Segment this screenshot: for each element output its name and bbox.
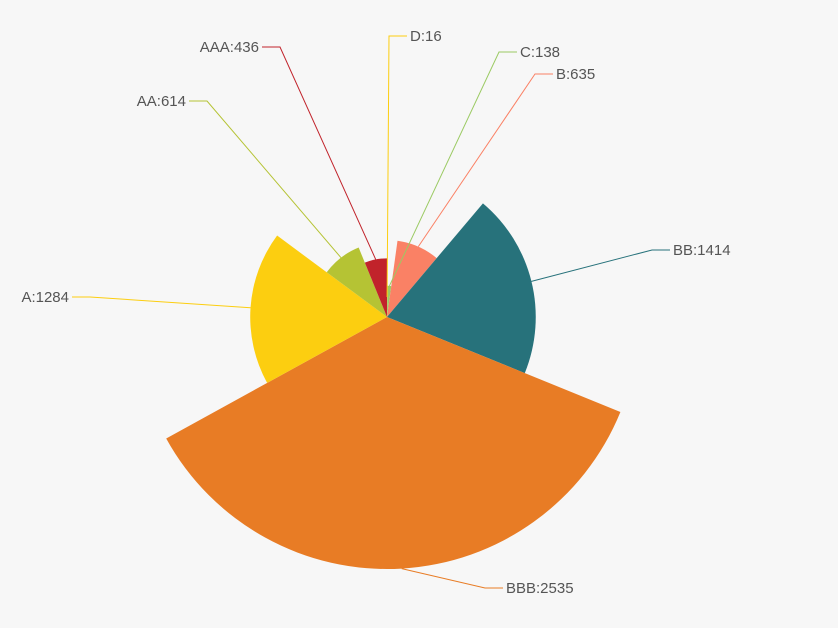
leader-line-bb (531, 249, 670, 282)
slice-bb[interactable] (387, 203, 536, 374)
leader-line-aa (189, 100, 342, 259)
slice-bbb[interactable] (166, 317, 621, 569)
slice-aaa[interactable] (364, 258, 387, 317)
slice-label-b: B:635 (556, 66, 595, 83)
leader-line-d (386, 35, 407, 298)
slice-label-bb: BB:1414 (673, 242, 731, 259)
slice-c[interactable] (387, 285, 392, 317)
slice-b[interactable] (387, 240, 437, 317)
slice-label-d: D:16 (410, 28, 442, 45)
slice-label-aa: AA:614 (137, 93, 186, 110)
leader-line-c (388, 51, 517, 287)
slice-label-c: C:138 (520, 44, 560, 61)
labels-group: D:16 C:138 B:635 BB:1414 BBB:2535 A:1284 AA:61… (21, 28, 730, 597)
leader-line-bbb (401, 568, 503, 589)
slice-aa[interactable] (326, 247, 387, 317)
slice-label-aaa: AAA:436 (200, 39, 259, 56)
leader-line-aaa (262, 46, 377, 260)
leader-line-b (417, 73, 553, 247)
slices-group (166, 203, 621, 569)
slice-label-a: A:1284 (21, 289, 69, 306)
slice-a[interactable] (250, 235, 387, 383)
slice-label-bbb: BBB:2535 (506, 580, 574, 597)
leader-lines-group (72, 35, 670, 589)
leader-line-a (72, 296, 251, 309)
